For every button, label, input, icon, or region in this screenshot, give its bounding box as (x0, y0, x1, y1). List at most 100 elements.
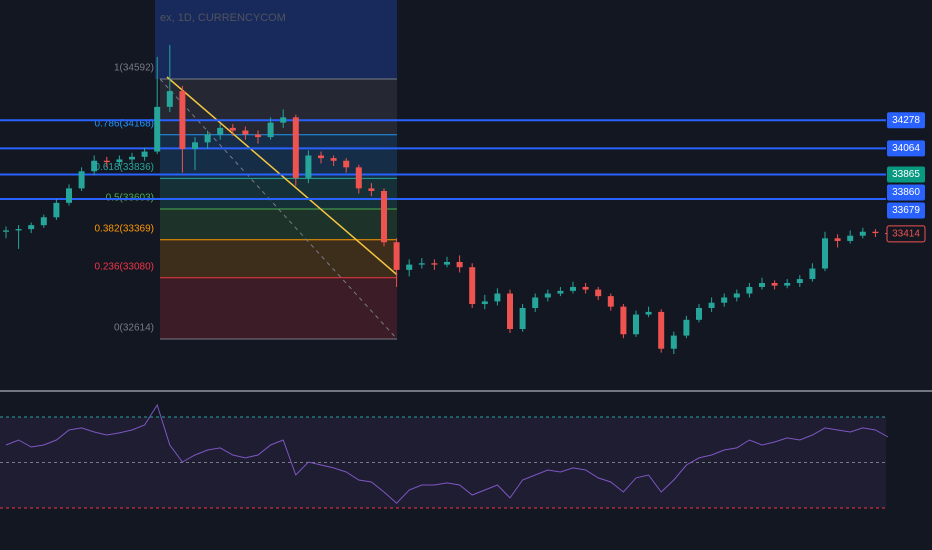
candle-body (141, 151, 148, 157)
candle-body (683, 319, 690, 336)
candle-body (822, 238, 828, 269)
price-label: 33679 (892, 205, 920, 216)
fib-level-label: 0(32614) (114, 323, 154, 334)
candle-body (469, 267, 476, 305)
price-label-box (887, 184, 925, 201)
candle-body (481, 301, 488, 305)
candle-body (859, 231, 866, 236)
fib-level-label: 0.382(33369) (95, 223, 155, 234)
candle-body (494, 293, 501, 302)
candle-body (280, 117, 287, 123)
candle-body (381, 190, 387, 243)
candle-body (645, 311, 652, 315)
candle-body (242, 130, 249, 135)
price-label: 33414 (892, 228, 920, 239)
price-label: 33860 (892, 187, 920, 198)
candle-body (318, 155, 324, 159)
candle-body (15, 229, 22, 231)
candle-body (431, 263, 438, 265)
price-label: 34064 (892, 143, 920, 154)
fib-level-label: 1(34592) (114, 63, 154, 74)
candle-body (292, 117, 299, 178)
fib-zone (160, 239, 397, 278)
candle-body (847, 235, 854, 241)
candle-body (255, 134, 261, 138)
candle-body (393, 242, 400, 270)
fib-trend-dashed (159, 78, 398, 340)
candle-body (116, 159, 123, 163)
hline-group (0, 119, 886, 201)
fib-zone (160, 78, 397, 135)
candle-body (834, 238, 841, 241)
candle-body (771, 283, 778, 286)
candle-body (406, 264, 413, 270)
price-label-box (887, 202, 925, 219)
candle-body (872, 231, 879, 234)
candle-body (267, 122, 274, 138)
price-label-box (887, 112, 925, 129)
candle-body (696, 307, 702, 320)
candle-body (343, 160, 350, 168)
candle-body (192, 142, 198, 149)
candle-body (355, 167, 362, 189)
fib-group: 1(34592)0.786(34168)0.618(33836)0.5(3360… (95, 0, 398, 340)
candle-body (759, 283, 765, 287)
candle-body (166, 91, 173, 107)
candle-body (519, 307, 526, 330)
candle-body (129, 156, 135, 160)
candle-body (620, 306, 627, 335)
price-label-box (887, 166, 925, 183)
trend-line (166, 76, 398, 276)
candle-body (103, 160, 110, 163)
candle-body (658, 311, 665, 349)
candle-body (444, 261, 450, 265)
candle-body (204, 134, 211, 143)
candle-body (784, 283, 791, 286)
fib-level-label: 0.786(34168) (95, 118, 155, 129)
candle-body (3, 230, 9, 232)
candle-body (418, 263, 425, 265)
candle-body (229, 127, 236, 131)
candle-body (179, 91, 186, 149)
rsi-line (5, 403, 889, 504)
candle-body (532, 297, 539, 308)
candle-body (633, 314, 639, 335)
candle-body (557, 290, 564, 294)
candle-body (154, 106, 161, 152)
candle-body (28, 225, 35, 230)
fib-level-label: 0.618(33836) (95, 162, 155, 173)
candle-body (721, 297, 728, 303)
candle-body (368, 188, 375, 191)
candle-body (78, 171, 85, 189)
candle-body (708, 302, 715, 308)
candle-body (733, 293, 740, 298)
price-label-box (886, 225, 926, 243)
fib-top-zone (155, 0, 397, 79)
label-group: 34278 34064 33865 33860 33679 33414 (886, 112, 926, 243)
candle-body (53, 202, 60, 218)
candle-body (544, 293, 551, 298)
candle-body (66, 188, 72, 203)
candle-body (809, 268, 816, 280)
candle-body (746, 286, 753, 294)
candle-body (670, 335, 677, 349)
fib-zone (160, 208, 397, 240)
candle-body (582, 286, 589, 290)
candle-body (507, 293, 513, 330)
rsi-group (0, 403, 889, 509)
candle-body (456, 261, 463, 268)
chart-title: ex, 1D, CURRENCYCOM (160, 12, 286, 24)
candle-body (330, 158, 337, 161)
candle-body (607, 296, 614, 307)
price-label: 33865 (892, 169, 920, 180)
candle-body (40, 217, 47, 226)
candle-body (305, 155, 312, 178)
fib-level-label: 0.236(33080) (95, 261, 155, 272)
candle-body (595, 289, 602, 297)
candle-body (570, 286, 576, 291)
candle-body (91, 160, 98, 172)
candle-group (3, 44, 891, 354)
